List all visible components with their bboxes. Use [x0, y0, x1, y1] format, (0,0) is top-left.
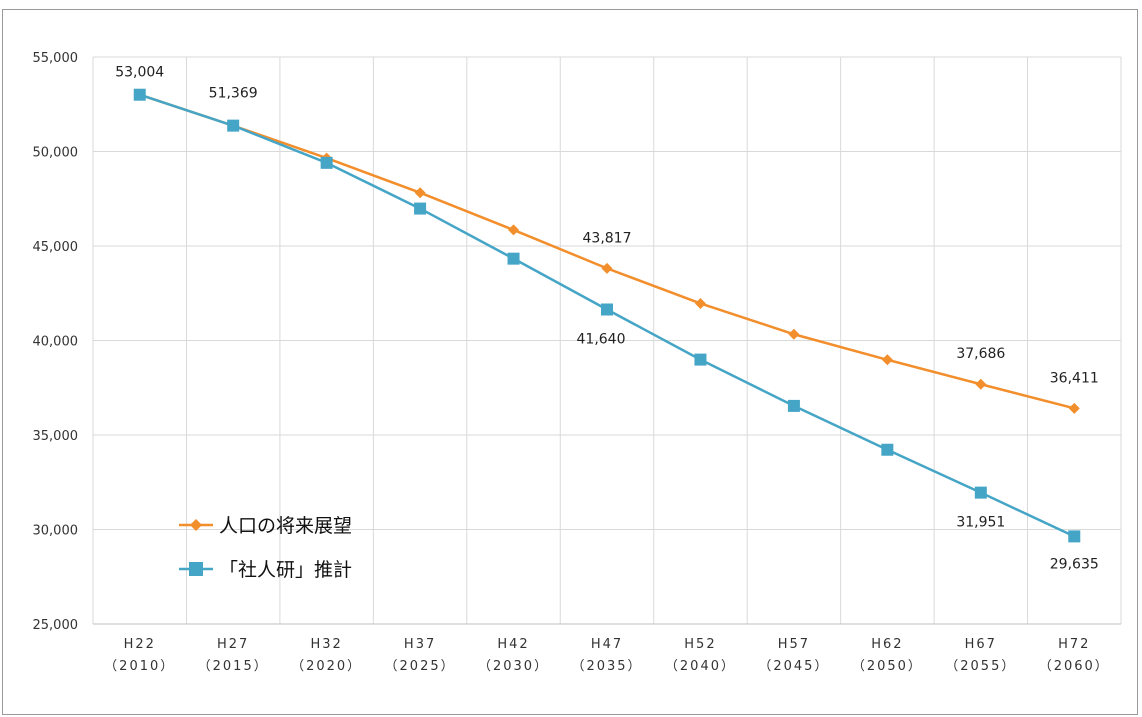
- x-tick-label: H27: [217, 637, 249, 652]
- y-tick-label: 30,000: [33, 524, 79, 539]
- x-tick-sublabel: （2025）: [385, 659, 456, 674]
- x-tick-label: H47: [591, 637, 623, 652]
- line-point: [881, 443, 894, 456]
- x-axis: H22 （2010） H27 （2015） H32 （2020） H37 （2025） H42 （…: [93, 623, 1121, 674]
- data-label: 29,635: [1050, 556, 1099, 572]
- x-tick-sublabel: （2040）: [665, 659, 736, 674]
- data-label: 53,004: [115, 65, 164, 81]
- y-tick-label: 45,000: [33, 240, 79, 255]
- line-point: [694, 353, 707, 366]
- x-tick-sublabel: （2060）: [1039, 659, 1110, 674]
- legend: 人口の将来展望「社人研」推計: [179, 515, 352, 581]
- line-point: [414, 187, 426, 199]
- data-label: 43,817: [583, 230, 632, 246]
- data-label: 31,951: [956, 515, 1005, 531]
- data-labels: 53,004 51,369 43,817 37,686 36,411 41,640 31,9…: [115, 65, 1099, 573]
- y-axis: 25,000 30,000 35,000 40,000 45,000 50,000 55,0…: [33, 51, 79, 633]
- line-point: [601, 262, 613, 274]
- x-tick-label: H72: [1058, 637, 1090, 652]
- line-point: [507, 252, 520, 265]
- line-point: [601, 303, 613, 316]
- data-label: 51,369: [209, 86, 258, 102]
- x-tick-sublabel: （2050）: [852, 659, 923, 674]
- data-label: 36,411: [1050, 370, 1099, 386]
- line-point: [1068, 402, 1080, 414]
- x-tick-sublabel: （2020）: [291, 659, 362, 674]
- y-tick-label: 35,000: [33, 429, 79, 444]
- x-tick-label: H32: [310, 637, 342, 652]
- x-tick-label: H42: [497, 637, 529, 652]
- x-tick-sublabel: （2015）: [198, 659, 269, 674]
- data-label: 37,686: [956, 346, 1005, 362]
- y-tick-label: 25,000: [33, 618, 79, 633]
- chart-frame: [2, 9, 1138, 715]
- x-tick-sublabel: （2010）: [104, 659, 175, 674]
- legend-label: 人口の将来展望: [219, 515, 352, 537]
- line-point: [974, 486, 987, 499]
- x-tick-label: H67: [965, 637, 997, 652]
- legend-marker: [190, 519, 202, 531]
- line-point: [133, 88, 146, 101]
- legend-label: 「社人研」推計: [219, 559, 352, 581]
- series-group: [133, 88, 1081, 543]
- y-tick-label: 40,000: [33, 335, 79, 350]
- x-tick-label: H22: [124, 637, 156, 652]
- x-tick-sublabel: （2030）: [478, 659, 549, 674]
- line-point: [320, 156, 333, 169]
- line-point: [975, 378, 987, 390]
- line-point: [788, 328, 800, 340]
- data-label: 41,640: [577, 332, 626, 348]
- x-tick-sublabel: （2035）: [571, 659, 642, 674]
- legend-marker: [189, 562, 203, 576]
- line-point: [694, 297, 706, 309]
- x-tick-label: H57: [778, 637, 810, 652]
- y-tick-label: 50,000: [33, 146, 79, 161]
- line-point: [414, 202, 427, 215]
- line-point: [1068, 530, 1081, 543]
- x-tick-sublabel: （2055）: [945, 659, 1016, 674]
- y-tick-label: 55,000: [33, 51, 79, 66]
- line-point: [787, 399, 800, 412]
- x-tick-label: H37: [404, 637, 436, 652]
- x-tick-label: H62: [871, 637, 903, 652]
- line-point: [227, 119, 240, 132]
- line-point: [881, 354, 893, 366]
- x-tick-sublabel: （2045）: [758, 659, 829, 674]
- x-tick-label: H52: [684, 637, 716, 652]
- line-point: [508, 224, 520, 236]
